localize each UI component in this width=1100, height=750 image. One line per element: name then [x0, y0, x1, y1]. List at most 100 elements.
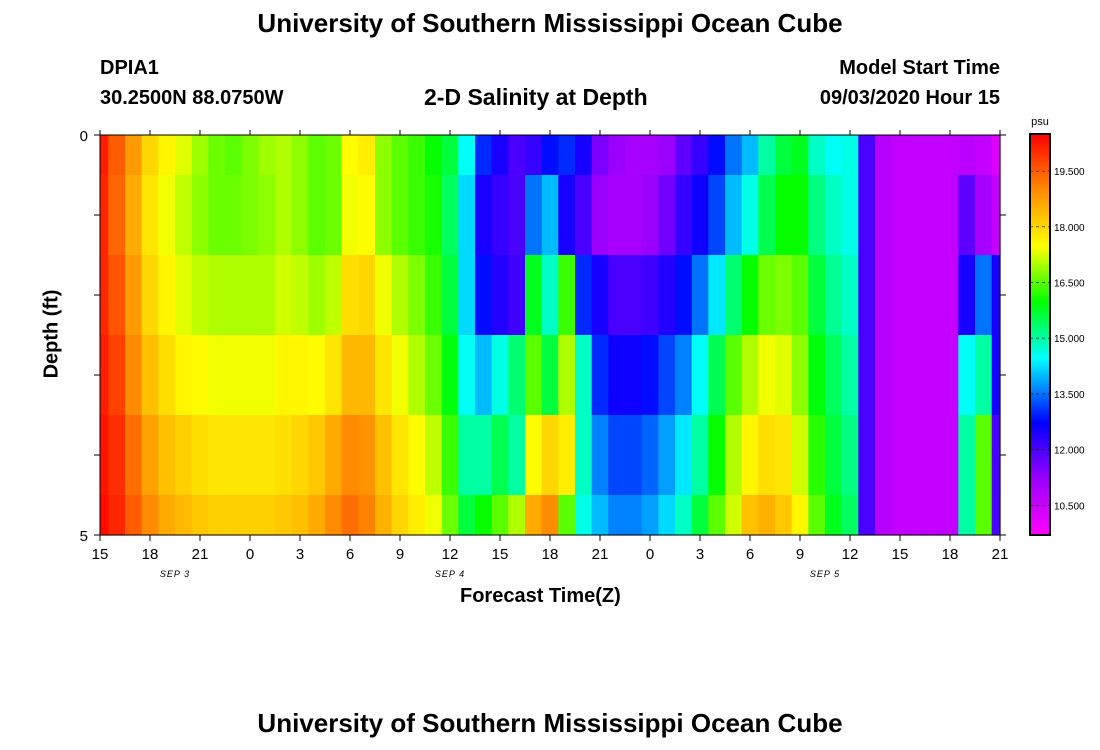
heatmap-cell — [825, 175, 843, 256]
heatmap-cell — [525, 335, 543, 416]
x-tick-label: 3 — [696, 546, 704, 563]
heatmap-cell — [275, 175, 293, 256]
heatmap-cell — [775, 135, 793, 176]
heatmap-cell — [658, 135, 676, 176]
heatmap-cell — [558, 495, 576, 536]
heatmap-cell — [458, 135, 476, 176]
heatmap-cell — [575, 175, 593, 256]
x-tick-label: 21 — [592, 546, 609, 563]
heatmap-cell — [258, 175, 276, 256]
heatmap-cell — [325, 255, 343, 336]
heatmap-cell — [991, 255, 1001, 336]
heatmap-cell — [391, 175, 409, 256]
heatmap-cell — [100, 175, 109, 256]
heatmap-cell — [875, 415, 893, 496]
x-tick-label: 6 — [346, 546, 354, 563]
heatmap-cell — [808, 255, 826, 336]
heatmap-cell — [891, 495, 909, 536]
heatmap-cell — [941, 335, 959, 416]
heatmap-cell — [141, 495, 159, 536]
heatmap-cell — [458, 255, 476, 336]
heatmap-cell — [758, 335, 776, 416]
heatmap-cell — [541, 135, 559, 176]
heatmap-cell — [458, 335, 476, 416]
heatmap-cell — [358, 255, 376, 336]
heatmap-cell — [625, 335, 643, 416]
heatmap-cell — [891, 255, 909, 336]
heatmap-cell — [191, 255, 209, 336]
heatmap-cell — [708, 495, 726, 536]
heatmap-cell — [491, 335, 509, 416]
heatmap-cell — [708, 135, 726, 176]
heatmap-cell — [958, 335, 976, 416]
heatmap-cell — [108, 495, 126, 536]
heatmap-cell — [291, 255, 309, 336]
heatmap-cell — [541, 415, 559, 496]
heatmap-cell — [358, 135, 376, 176]
heatmap-cell — [158, 175, 176, 256]
heatmap-cell — [658, 495, 676, 536]
heatmap-cell — [625, 175, 643, 256]
heatmap-cell — [841, 335, 859, 416]
heatmap-cell — [108, 135, 126, 176]
heatmap-cell — [608, 255, 626, 336]
y-tick-label: 5 — [80, 528, 88, 545]
heatmap-cell — [691, 495, 709, 536]
heatmap-cell — [958, 175, 976, 256]
heatmap-cell — [808, 135, 826, 176]
heatmap-cell — [708, 255, 726, 336]
heatmap-cell — [108, 415, 126, 496]
heatmap-cell — [191, 335, 209, 416]
heatmap-cell — [325, 135, 343, 176]
heatmap-cell — [100, 415, 109, 496]
heatmap-cell — [491, 495, 509, 536]
colorbar-unit-label: psu — [1031, 116, 1049, 128]
heatmap-cell — [375, 255, 393, 336]
heatmap-cell — [858, 495, 876, 536]
heatmap-cell — [541, 175, 559, 256]
heatmap-cell — [741, 495, 759, 536]
heatmap-cell — [491, 175, 509, 256]
heatmap-cell — [725, 335, 743, 416]
heatmap-cell — [125, 175, 143, 256]
heatmap-cell — [458, 175, 476, 256]
heatmap-cell — [791, 255, 809, 336]
heatmap-cell — [125, 335, 143, 416]
heatmap-cell — [925, 415, 943, 496]
heatmap-cell — [908, 175, 926, 256]
heatmap-cell — [658, 175, 676, 256]
heatmap-cell — [225, 495, 243, 536]
heatmap-cell — [458, 415, 476, 496]
heatmap-cell — [175, 335, 193, 416]
heatmap-cell — [491, 415, 509, 496]
heatmap-cell — [158, 415, 176, 496]
heatmap-cell — [158, 495, 176, 536]
heatmap-cell — [975, 135, 993, 176]
heatmap-cell — [608, 335, 626, 416]
heatmap-cell — [425, 335, 443, 416]
heatmap-cell — [141, 415, 159, 496]
heatmap-cell — [975, 335, 993, 416]
heatmap-cell — [641, 255, 659, 336]
x-tick-label: 15 — [892, 546, 909, 563]
colorbar-tick-label: 15.000 — [1054, 334, 1085, 345]
station-coordinates: 30.2500N 88.0750W — [100, 87, 284, 109]
date-label: SEP 3 — [160, 569, 190, 579]
heatmap-cell — [891, 335, 909, 416]
heatmap-cell — [875, 255, 893, 336]
heatmap-cell — [908, 255, 926, 336]
heatmap-cell — [241, 415, 259, 496]
heatmap-cell — [108, 335, 126, 416]
heatmap-cell — [825, 335, 843, 416]
heatmap-cell — [975, 495, 993, 536]
heatmap-cell — [775, 415, 793, 496]
heatmap-cell — [225, 415, 243, 496]
heatmap-cell — [191, 175, 209, 256]
heatmap-cell — [375, 415, 393, 496]
heatmap-cell — [675, 255, 693, 336]
heatmap-cell — [175, 175, 193, 256]
heatmap-cell — [758, 255, 776, 336]
heatmap-cell — [541, 255, 559, 336]
heatmap-cell — [308, 335, 326, 416]
heatmap-cell — [858, 415, 876, 496]
